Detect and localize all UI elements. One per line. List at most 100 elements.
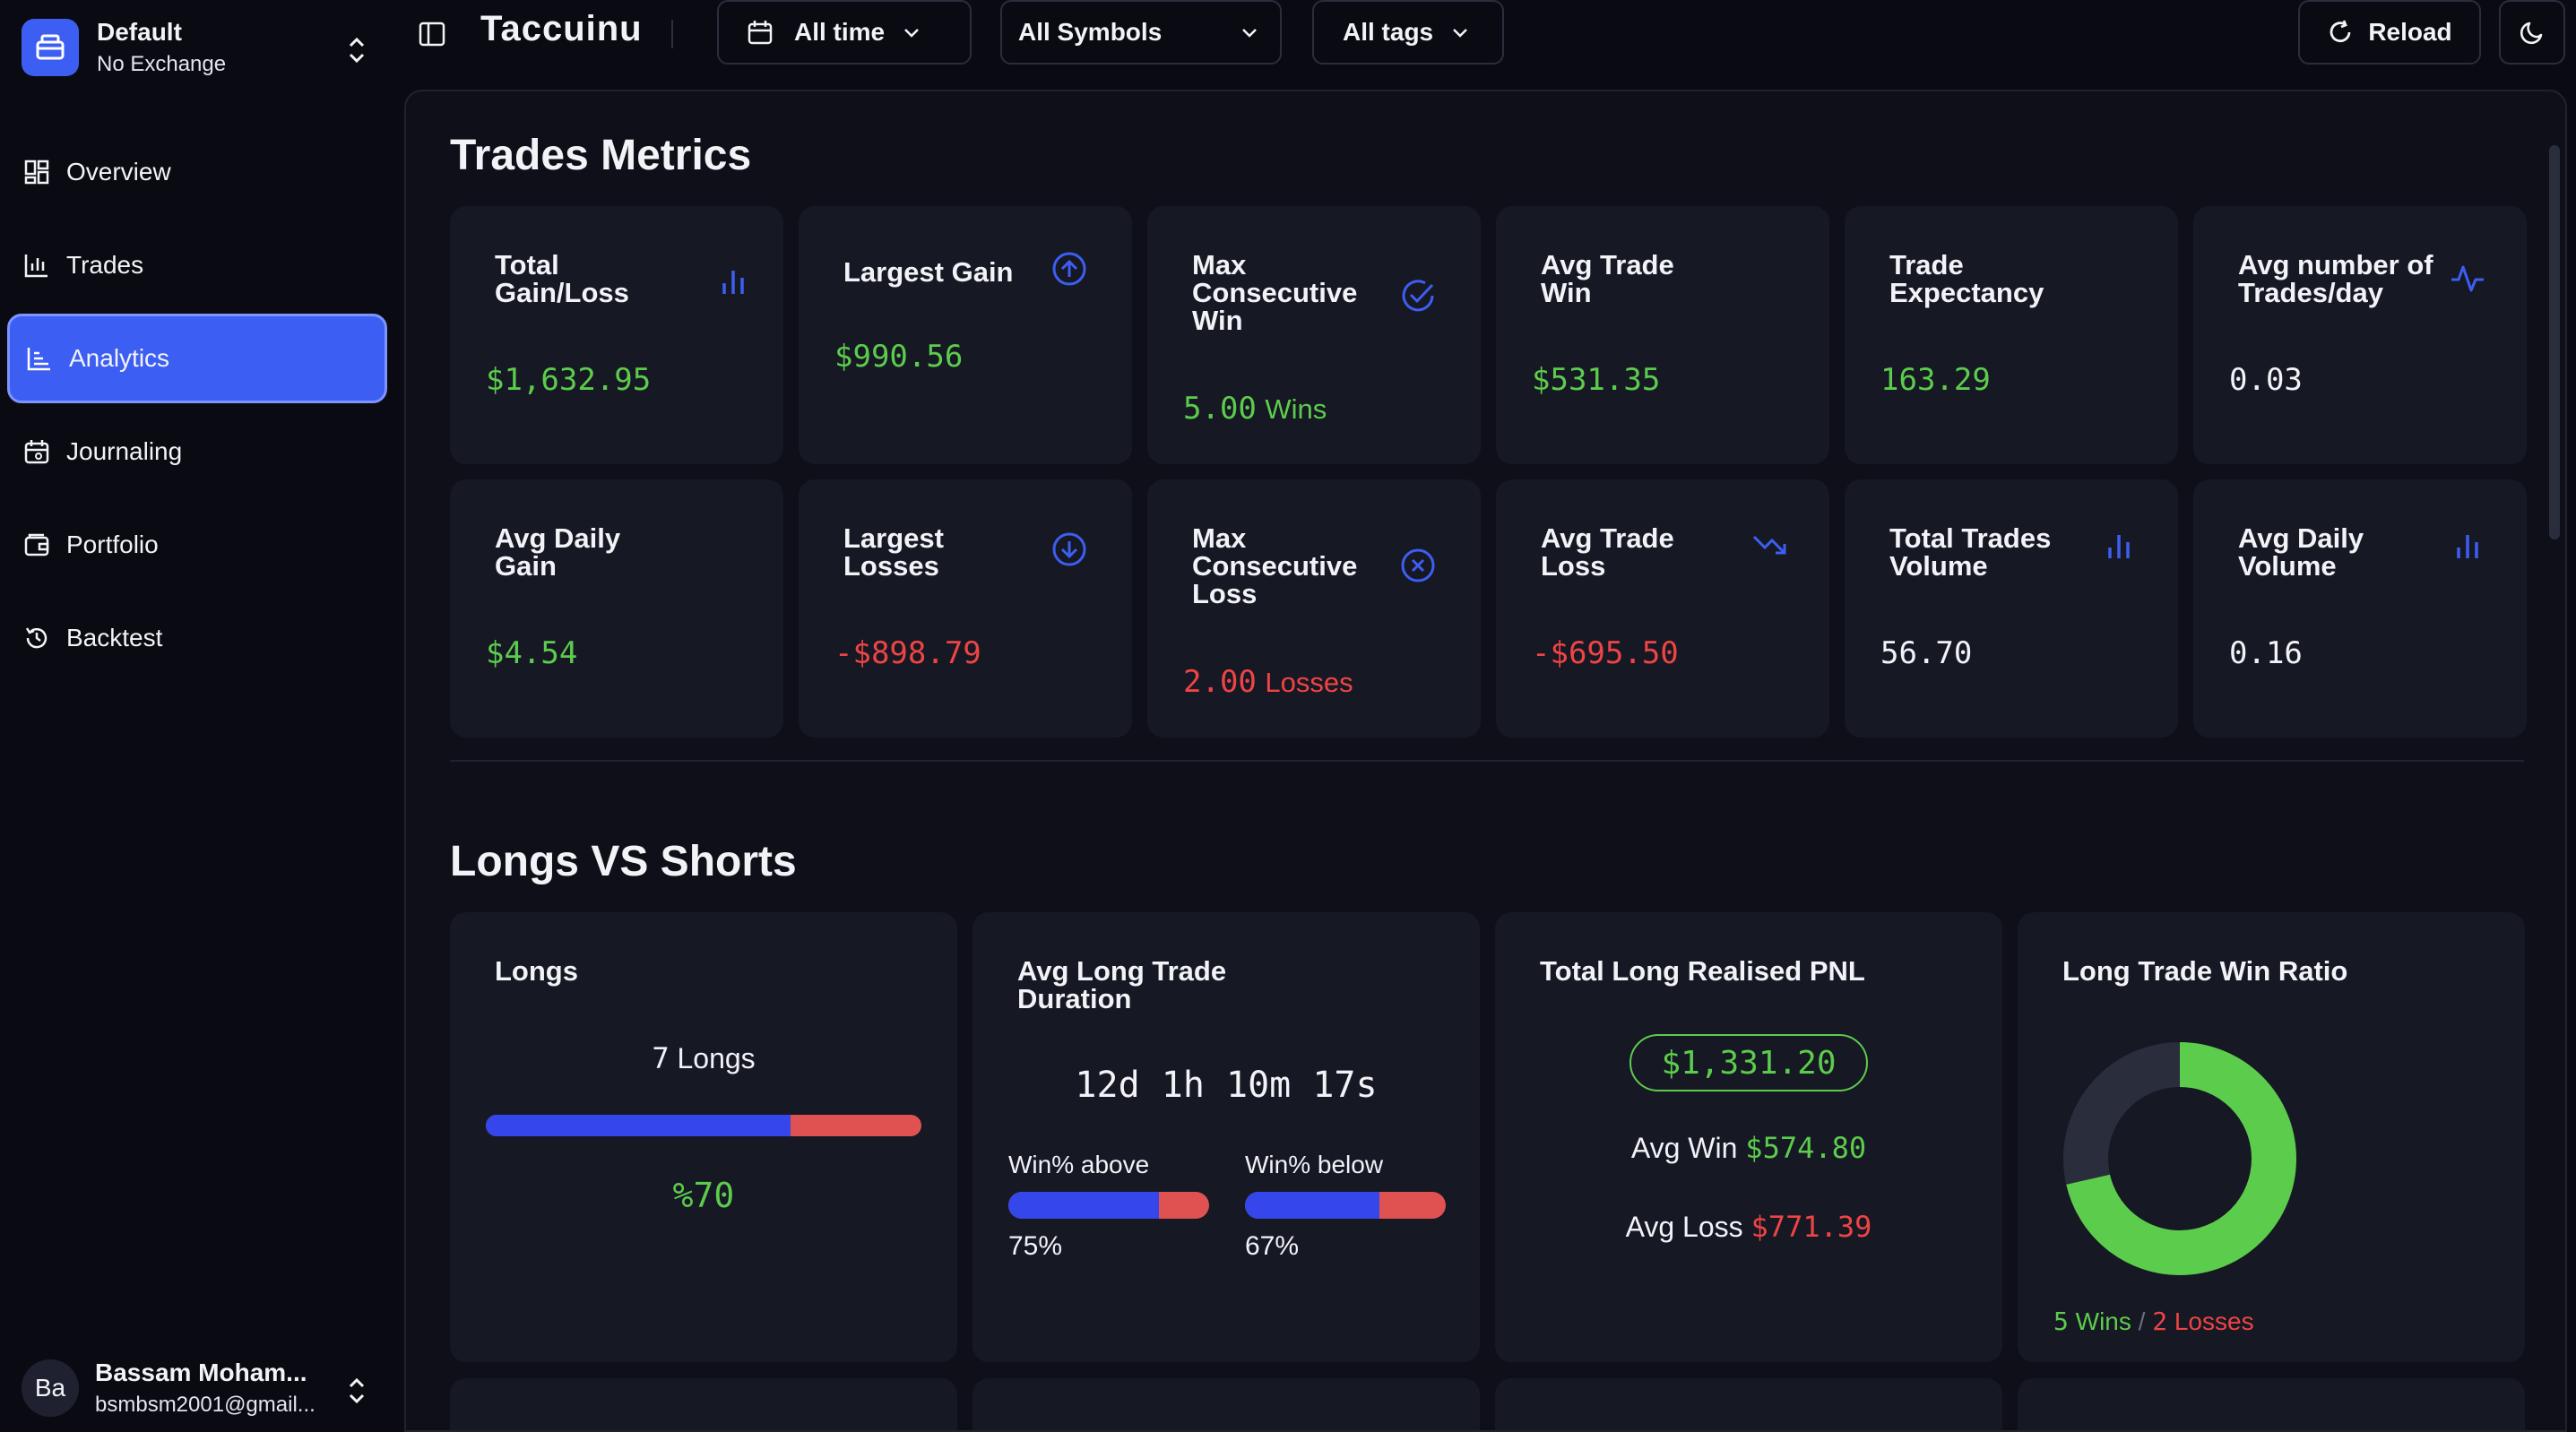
sidebar-item-label: Journaling	[66, 437, 183, 465]
win-ratio-donut	[2063, 1042, 2296, 1275]
avg-loss-value: $771.39	[1750, 1210, 1872, 1244]
sidebar-item-overview[interactable]: Overview	[7, 127, 387, 217]
metric-title: Avg Trade Win	[1541, 249, 1674, 308]
theme-toggle-button[interactable]	[2499, 0, 2565, 65]
card-title: Total Long Realised PNL	[1540, 955, 1865, 987]
symbol-filter-label: All Symbols	[1018, 18, 1163, 46]
total-pnl-badge: $1,331.20	[1629, 1034, 1868, 1091]
metric-card-avg-daily-gain: Avg Daily Gain $4.54	[450, 479, 783, 738]
x-circle-icon	[1401, 548, 1435, 582]
scrollbar[interactable]	[2549, 145, 2560, 539]
metric-value: 163.29	[1880, 362, 1991, 398]
sidebar-item-portfolio[interactable]: Portfolio	[7, 500, 387, 590]
avg-duration-value: 12d 1h 10m 17s	[1075, 1065, 1378, 1106]
metric-card-max-consecutive-win: Max Consecutive Win 5.00 Wins	[1147, 206, 1481, 464]
win-above-bar	[1008, 1192, 1209, 1219]
time-filter-dropdown[interactable]: All time	[717, 0, 972, 65]
metric-unit: Losses	[1265, 667, 1353, 698]
user-name: Bassam Moham...	[95, 1359, 307, 1386]
card-title: Longs	[495, 955, 578, 987]
win-below-pct: 67%	[1245, 1231, 1300, 1261]
next-card	[450, 1378, 957, 1430]
sidebar-nav: Overview Trades Analytics Journaling Por…	[7, 127, 387, 686]
sidebar-item-label: Overview	[66, 158, 171, 185]
metric-title: Avg Daily Volume	[2238, 522, 2364, 582]
workspace-switcher[interactable]: Default No Exchange	[22, 16, 380, 79]
total-long-pnl-card: Total Long Realised PNL $1,331.20 Avg Wi…	[1495, 912, 2002, 1362]
metric-value: -$898.79	[834, 635, 981, 671]
check-circle-icon	[1402, 280, 1434, 312]
time-filter-label: All time	[794, 18, 886, 46]
chevron-down-icon	[1453, 29, 1468, 38]
win-below-label: Win% below	[1245, 1151, 1384, 1178]
sidebar-item-analytics[interactable]: Analytics	[7, 314, 387, 403]
next-card	[2018, 1378, 2525, 1430]
sidebar-item-label: Portfolio	[66, 531, 159, 558]
chart-icon	[23, 252, 50, 279]
bar-chart-icon	[722, 271, 744, 294]
longs-count-label: Longs	[677, 1042, 756, 1074]
avg-loss-label: Avg Loss	[1625, 1211, 1743, 1243]
next-card	[972, 1378, 1480, 1430]
tag-filter-label: All tags	[1343, 18, 1434, 46]
metric-title: Total Trades Volume	[1889, 522, 2052, 582]
sidebar-item-label: Analytics	[69, 344, 170, 372]
avg-win-value: $574.80	[1745, 1131, 1867, 1165]
chevron-down-icon	[1242, 29, 1257, 38]
wins-label: Wins	[2075, 1307, 2131, 1335]
reload-label: Reload	[2368, 18, 2452, 46]
losses-label: Losses	[2174, 1307, 2254, 1335]
grid-icon	[23, 159, 50, 185]
longs-ratio-label: %70	[672, 1176, 735, 1215]
metric-card-avg-trade-win: Avg Trade Win $531.35	[1496, 206, 1829, 464]
metric-title: Largest Losses	[843, 522, 944, 582]
wins-count: 5	[2053, 1307, 2069, 1336]
workspace-logo-icon	[22, 19, 79, 76]
win-above-pct: 75%	[1008, 1231, 1063, 1261]
long-win-ratio-card: Long Trade Win Ratio 5 Wins / 2 Losses	[2018, 912, 2525, 1362]
sidebar-item-trades[interactable]: Trades	[7, 220, 387, 310]
calendar-icon	[748, 21, 773, 45]
next-card	[1495, 1378, 2002, 1430]
trending-down-icon	[1752, 535, 1786, 555]
metric-value: 0.03	[2229, 362, 2303, 398]
metric-card-largest-losses: Largest Losses -$898.79	[799, 479, 1132, 738]
metric-value: 5.00	[1183, 391, 1257, 427]
avg-win-label: Avg Win	[1630, 1132, 1738, 1164]
metric-value: $990.56	[834, 339, 964, 375]
chevron-down-icon	[904, 29, 920, 38]
reload-button[interactable]: Reload	[2298, 0, 2481, 65]
losses-count: 2	[2152, 1307, 2168, 1336]
win-below-bar	[1245, 1192, 1446, 1219]
metric-card-avg-trade-loss: Avg Trade Loss -$695.50	[1496, 479, 1829, 738]
avg-long-duration-card: Avg Long Trade Duration 12d 1h 10m 17s W…	[972, 912, 1480, 1362]
metric-title: Avg number of Trades/day	[2238, 249, 2433, 308]
win-above-label: Win% above	[1008, 1151, 1150, 1178]
tag-filter-dropdown[interactable]: All tags	[1312, 0, 1504, 65]
bar-chart-icon	[2457, 535, 2478, 558]
sidebar-item-journaling[interactable]: Journaling	[7, 407, 387, 496]
calendar-icon	[23, 438, 50, 465]
metric-value: $531.35	[1532, 362, 1661, 398]
metric-title: Max Consecutive Loss	[1192, 522, 1358, 609]
longs-ratio-fill	[486, 1115, 791, 1136]
sidebar-toggle-icon[interactable]	[418, 20, 446, 48]
symbol-filter-dropdown[interactable]: All Symbols	[1000, 0, 1282, 65]
chevron-up-down-icon	[349, 1377, 365, 1404]
metric-card-avg-trades-per-day: Avg number of Trades/day 0.03	[2193, 206, 2527, 464]
sidebar-item-label: Backtest	[66, 624, 163, 651]
card-title: Long Trade Win Ratio	[2062, 955, 2348, 987]
bar-chart-icon	[2108, 535, 2130, 558]
metric-title: Avg Trade Loss	[1541, 522, 1674, 582]
win-below-fill	[1245, 1192, 1380, 1219]
sidebar-item-backtest[interactable]: Backtest	[7, 593, 387, 683]
section-title-metrics: Trades Metrics	[450, 132, 752, 179]
metric-card-max-consecutive-loss: Max Consecutive Loss 2.00 Losses	[1147, 479, 1481, 738]
metric-title: Avg Daily Gain	[495, 522, 621, 582]
user-menu[interactable]: Ba Bassam Moham... bsmbsm2001@gmail...	[22, 1357, 380, 1419]
metric-value: $1,632.95	[486, 362, 652, 398]
metric-title: Largest Gain	[843, 256, 1014, 288]
user-email: bsmbsm2001@gmail...	[95, 1393, 316, 1417]
app-title: Taccuinu	[480, 9, 643, 48]
arrow-up-circle-icon	[1052, 252, 1086, 286]
